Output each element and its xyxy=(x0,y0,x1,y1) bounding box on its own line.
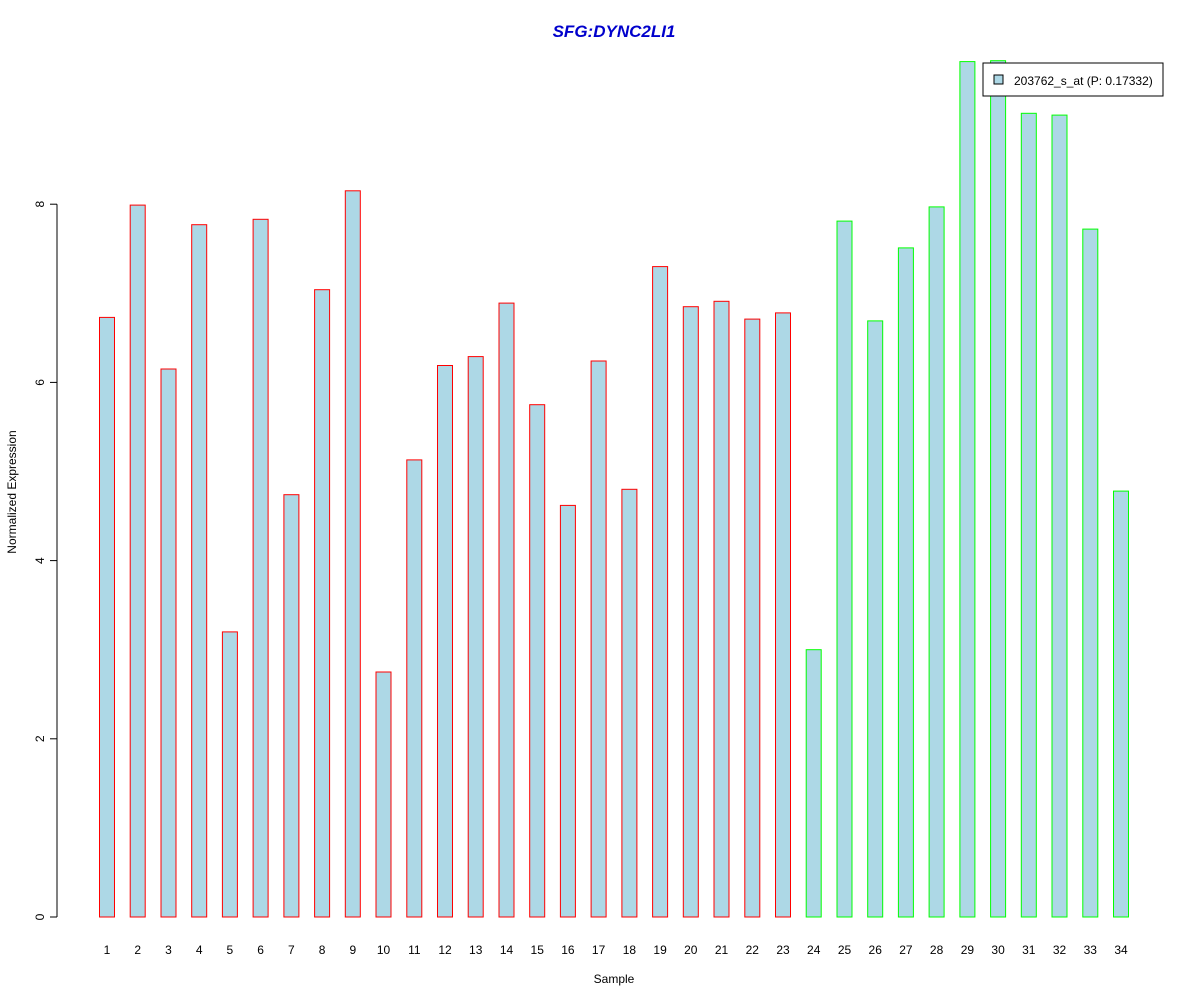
x-axis-tick-label: 20 xyxy=(684,943,698,957)
x-axis-tick-label: 5 xyxy=(227,943,234,957)
bar xyxy=(867,320,884,918)
x-axis-tick-label: 6 xyxy=(257,943,264,957)
x-axis-tick-labels: 1 2 3 4 5 6 7 8 9 10 11 12 13 14 15 16 17 18 19 20 21 22 23 24 2… xyxy=(104,943,1128,957)
x-axis-tick-label: 30 xyxy=(991,943,1005,957)
y-axis-tick-label: 0 xyxy=(33,913,47,920)
legend-box xyxy=(982,62,1164,97)
bar xyxy=(129,204,146,918)
bar xyxy=(344,190,361,918)
x-axis-tick-label: 34 xyxy=(1114,943,1128,957)
bar xyxy=(713,300,730,918)
bar xyxy=(375,671,392,918)
x-axis-tick-label: 12 xyxy=(438,943,452,957)
x-axis-tick-label: 31 xyxy=(1022,943,1036,957)
x-axis-tick-label: 4 xyxy=(196,943,203,957)
bar xyxy=(682,306,699,918)
x-axis-tick-label: 8 xyxy=(319,943,326,957)
x-axis-tick-label: 26 xyxy=(869,943,883,957)
x-axis-tick-label: 21 xyxy=(715,943,729,957)
bar xyxy=(1113,490,1129,918)
x-axis-tick-label: 9 xyxy=(349,943,356,957)
bar xyxy=(1051,114,1068,918)
bar xyxy=(221,631,238,918)
bar xyxy=(252,218,269,918)
bar xyxy=(621,488,638,918)
y-axis-tick-label: 2 xyxy=(33,735,47,742)
x-axis-tick-label: 1 xyxy=(104,943,111,957)
bar xyxy=(1082,228,1099,918)
y-axis-label: Normalized Expression xyxy=(5,430,19,553)
bar xyxy=(928,206,945,918)
bar xyxy=(744,318,761,918)
x-axis-tick-label: 28 xyxy=(930,943,944,957)
x-axis-tick-label: 15 xyxy=(531,943,545,957)
bar xyxy=(160,368,177,918)
bar-series xyxy=(99,60,1129,918)
y-axis-tick-label: 4 xyxy=(33,557,47,564)
bar xyxy=(99,316,115,918)
bar xyxy=(283,494,300,918)
x-axis-tick-label: 25 xyxy=(838,943,852,957)
bar xyxy=(498,302,515,918)
x-axis-tick-label: 13 xyxy=(469,943,483,957)
legend-swatch xyxy=(993,74,1004,85)
x-axis-tick-label: 14 xyxy=(500,943,514,957)
x-axis-tick-label: 24 xyxy=(807,943,821,957)
x-axis-tick-label: 18 xyxy=(623,943,637,957)
bar xyxy=(406,459,423,918)
bar xyxy=(775,312,791,918)
x-axis-tick-label: 23 xyxy=(776,943,790,957)
x-axis-tick-label: 2 xyxy=(134,943,141,957)
bar xyxy=(559,504,576,918)
y-axis-tick-label: 6 xyxy=(33,379,47,386)
x-axis-tick-label: 19 xyxy=(653,943,667,957)
x-axis-tick-label: 27 xyxy=(899,943,913,957)
legend-label: 203762_s_at (P: 0.17332) xyxy=(1014,74,1153,88)
bar xyxy=(805,649,822,918)
y-axis: 0 2 4 6 8 xyxy=(33,201,58,920)
x-axis-tick-label: 32 xyxy=(1053,943,1067,957)
x-axis-tick-label: 10 xyxy=(377,943,391,957)
bar xyxy=(437,365,453,918)
bar xyxy=(529,404,546,918)
bar xyxy=(467,356,484,918)
legend: 203762_s_at (P: 0.17332) xyxy=(982,62,1164,97)
bar xyxy=(897,247,914,918)
chart-title: SFG:DYNC2LI1 xyxy=(553,22,676,41)
bar xyxy=(314,289,331,918)
bar xyxy=(652,266,669,918)
bar xyxy=(959,61,976,918)
x-axis-label: Sample xyxy=(594,972,635,986)
x-axis-tick-label: 16 xyxy=(561,943,575,957)
bar xyxy=(590,360,607,918)
bar xyxy=(836,220,853,918)
x-axis-tick-label: 11 xyxy=(408,943,421,957)
x-axis-tick-label: 22 xyxy=(746,943,760,957)
x-axis-tick-label: 33 xyxy=(1084,943,1098,957)
x-axis-tick-label: 29 xyxy=(961,943,975,957)
x-axis-tick-label: 3 xyxy=(165,943,172,957)
x-axis-tick-label: 17 xyxy=(592,943,606,957)
bar xyxy=(1020,112,1037,918)
bar xyxy=(990,60,1007,918)
y-axis-tick-label: 8 xyxy=(33,201,47,208)
x-axis-tick-label: 7 xyxy=(288,943,295,957)
bar xyxy=(191,224,208,918)
